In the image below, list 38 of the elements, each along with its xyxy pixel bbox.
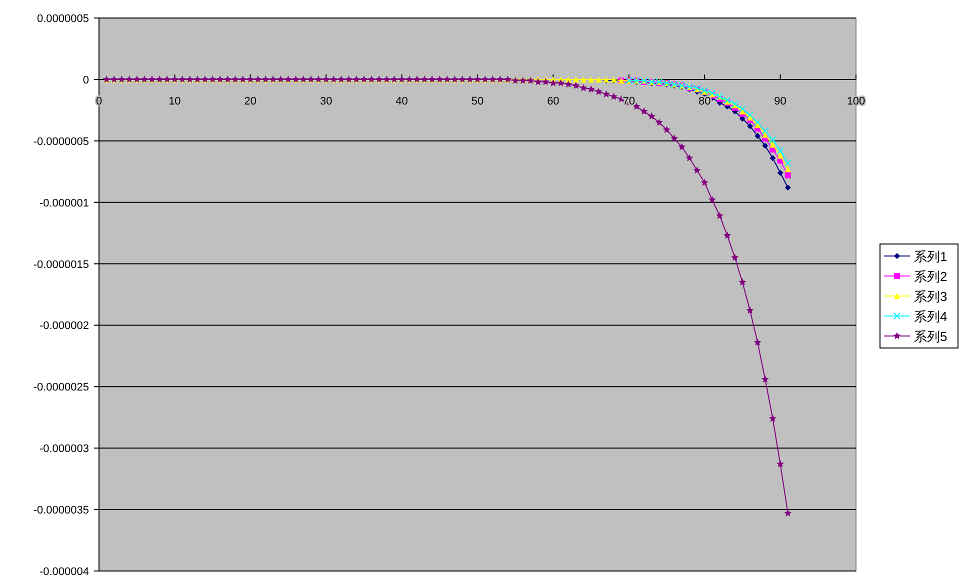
point xyxy=(777,170,784,176)
point xyxy=(784,172,791,178)
y-tick-label: -0.000004 xyxy=(39,566,89,578)
point xyxy=(784,184,791,191)
x-tick-label: 60 xyxy=(547,95,560,108)
point xyxy=(762,142,768,149)
point xyxy=(762,128,769,135)
legend-label: 系列2 xyxy=(914,269,948,284)
legend-label: 系列4 xyxy=(914,309,948,324)
x-tick-label: 50 xyxy=(471,95,484,108)
x-tick-label: 30 xyxy=(320,95,332,108)
y-tick-label: -0.0000025 xyxy=(33,382,89,394)
y-tick-label: 0 xyxy=(82,74,89,86)
y-tick-label: -0.0000035 xyxy=(33,504,89,517)
x-tick-label: 90 xyxy=(774,95,786,108)
point xyxy=(784,160,792,167)
y-tick-label: -0.0000015 xyxy=(33,258,89,271)
point xyxy=(776,147,784,154)
y-tick-label: -0.000001 xyxy=(39,197,89,210)
point xyxy=(754,132,761,139)
point xyxy=(747,123,754,130)
x-tick-label: 40 xyxy=(396,95,408,108)
y-tick-label: -0.000003 xyxy=(39,443,89,456)
legend-label: 系列5 xyxy=(914,329,948,344)
point xyxy=(770,155,776,162)
point xyxy=(754,118,762,126)
y-tick-label: -0.000002 xyxy=(39,320,89,332)
point xyxy=(746,112,754,119)
legend-label: 系列1 xyxy=(914,249,948,264)
y-tick-label: 0.0000005 xyxy=(37,13,89,25)
x-tick-label: 20 xyxy=(244,95,257,108)
point xyxy=(738,105,746,112)
x-tick-label: 80 xyxy=(698,95,711,108)
x-tick-label: 100 xyxy=(846,95,866,108)
x-tick-label: 10 xyxy=(168,95,181,108)
y-tick-label: -0.0000005 xyxy=(33,136,89,148)
legend-label: 系列3 xyxy=(914,289,948,304)
point xyxy=(769,136,776,144)
